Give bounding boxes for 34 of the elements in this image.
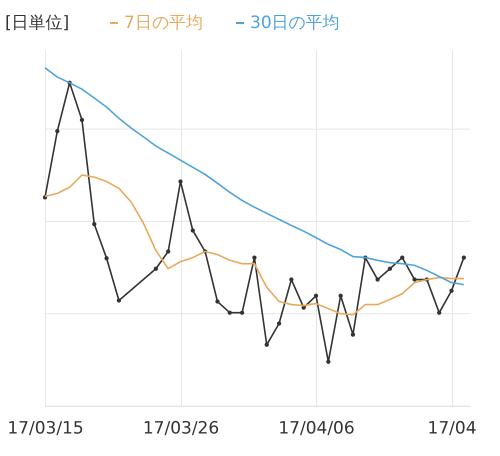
point (166, 249, 170, 254)
point (104, 256, 109, 260)
x-tick-label: 17/03/15 (7, 418, 84, 438)
point (252, 255, 257, 260)
point (178, 179, 183, 184)
point (264, 342, 269, 347)
point (314, 294, 318, 298)
point (326, 360, 330, 364)
point (154, 266, 158, 271)
y-axis-title: [日単位] (5, 13, 70, 33)
point (116, 298, 122, 303)
point (462, 255, 466, 260)
point (412, 277, 417, 282)
point (190, 228, 195, 233)
point (350, 332, 356, 337)
point (289, 277, 294, 282)
point (388, 266, 392, 271)
point (437, 310, 442, 315)
x-tick-label: 17/03/26 (142, 418, 220, 438)
point (449, 288, 454, 293)
point (80, 118, 84, 122)
point (228, 310, 232, 315)
point (92, 222, 96, 226)
point (375, 277, 380, 282)
legend-label: 7日の平均 (124, 13, 203, 33)
point (400, 255, 404, 260)
x-tick-label: 17/04/06 (278, 418, 355, 438)
legend-label: 30日の平均 (250, 13, 340, 33)
point (276, 321, 282, 326)
point (338, 294, 343, 298)
point (240, 310, 244, 315)
point (215, 299, 220, 304)
x-tick-label: 17/04 (428, 418, 477, 438)
point (55, 129, 60, 134)
